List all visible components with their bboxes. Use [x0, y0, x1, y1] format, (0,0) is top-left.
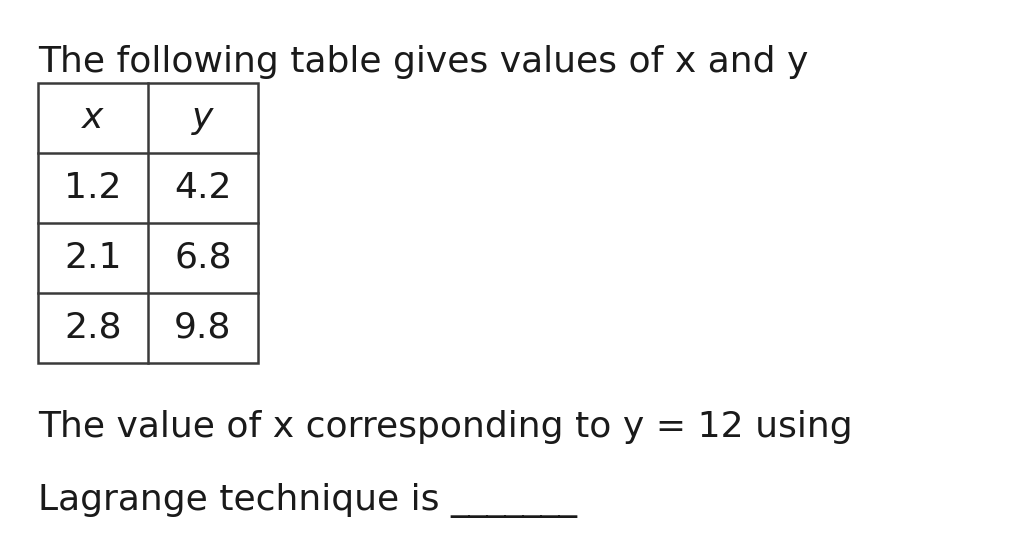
- Text: 1.2: 1.2: [64, 171, 122, 205]
- Text: 6.8: 6.8: [175, 241, 231, 275]
- Text: x: x: [82, 101, 104, 135]
- Text: The value of x corresponding to y = 12 using: The value of x corresponding to y = 12 u…: [38, 410, 853, 444]
- Text: The following table gives values of x and y: The following table gives values of x an…: [38, 45, 808, 79]
- Text: 4.2: 4.2: [175, 171, 231, 205]
- Text: y: y: [192, 101, 214, 135]
- Text: 2.8: 2.8: [64, 311, 122, 345]
- Text: 2.1: 2.1: [64, 241, 122, 275]
- Text: 9.8: 9.8: [175, 311, 231, 345]
- Bar: [38, 83, 258, 363]
- Text: Lagrange technique is _______: Lagrange technique is _______: [38, 483, 577, 518]
